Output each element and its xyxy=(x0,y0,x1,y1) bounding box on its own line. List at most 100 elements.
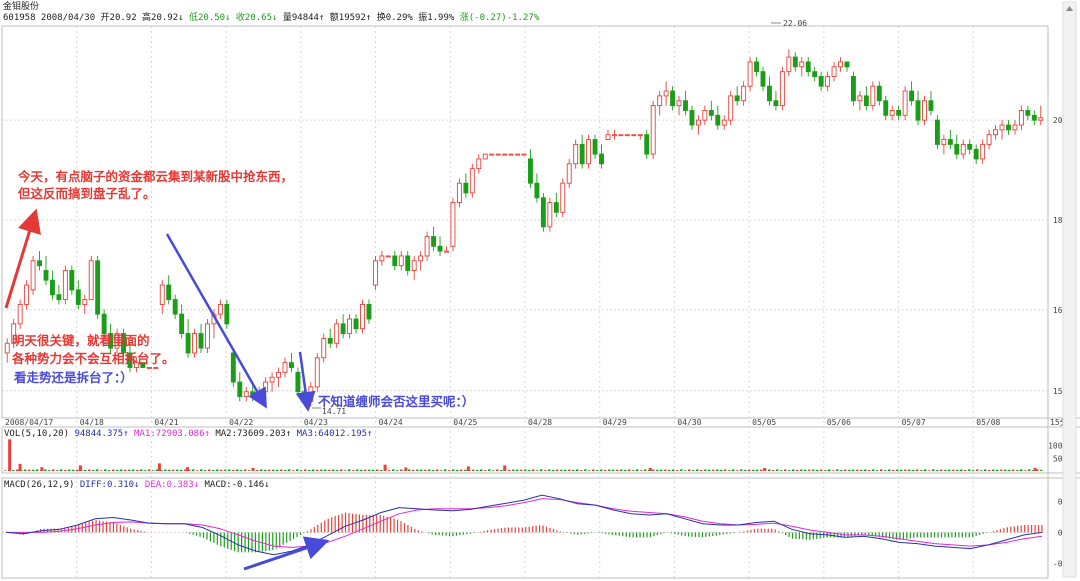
date-tick-label: 04/25 xyxy=(453,418,477,427)
volume-bar xyxy=(500,470,503,471)
volume-bar xyxy=(312,469,315,471)
volume-bar xyxy=(392,469,395,471)
volume-bar xyxy=(904,469,907,471)
volume-bar xyxy=(560,469,563,471)
volume-bar xyxy=(704,469,707,471)
volume-bar xyxy=(712,469,715,471)
volume-bar xyxy=(832,470,835,471)
candle-body xyxy=(392,255,398,267)
vertical-scrollbar[interactable] xyxy=(1062,1,1077,578)
candle xyxy=(792,52,798,72)
candle-body xyxy=(269,376,275,383)
candle xyxy=(896,105,902,121)
volume-bar xyxy=(932,469,935,471)
volume-bar xyxy=(936,470,939,471)
candle-body xyxy=(37,260,42,267)
volume-bar xyxy=(28,469,31,471)
candle xyxy=(825,71,831,92)
candle-body xyxy=(463,182,469,194)
candle-body xyxy=(566,163,572,184)
volume-bar xyxy=(928,470,931,471)
candle-body xyxy=(850,76,856,102)
volume-bar xyxy=(896,469,899,471)
volume-legend: VOL(5,10,20) 94844.375↑ MA1:72903.086↑ M… xyxy=(4,429,372,439)
candle-body xyxy=(618,134,624,137)
candle xyxy=(314,352,320,392)
candle xyxy=(812,66,818,82)
candle xyxy=(683,91,688,116)
candle-body xyxy=(340,323,346,335)
candle xyxy=(799,57,805,77)
volume-bar xyxy=(616,469,619,471)
volume-bar xyxy=(816,469,819,471)
candle-body xyxy=(870,85,876,107)
scroll-up-icon[interactable] xyxy=(1066,6,1073,11)
volume-bar xyxy=(696,469,699,471)
volume-bar xyxy=(772,470,775,471)
candle xyxy=(728,91,734,125)
candle xyxy=(915,91,921,125)
candle xyxy=(217,299,223,319)
date-tick-label: 04/29 xyxy=(603,418,627,427)
volume-bar xyxy=(96,469,99,471)
volume-bar xyxy=(804,469,807,471)
candle xyxy=(353,314,359,334)
volume-bar xyxy=(944,469,947,471)
candle xyxy=(644,129,650,159)
candle-body xyxy=(889,109,895,116)
volume-bar xyxy=(144,470,147,471)
candle-body xyxy=(973,148,979,160)
volume-bar xyxy=(432,470,435,471)
volume-bar xyxy=(180,469,183,471)
volume-bar xyxy=(600,469,603,471)
candle xyxy=(379,251,385,266)
volume-bar xyxy=(503,465,507,471)
candle xyxy=(502,153,508,156)
volume-bar xyxy=(356,469,359,471)
candle-body xyxy=(624,134,630,137)
volume-bar xyxy=(456,469,459,471)
candle xyxy=(269,372,275,392)
volume-bar xyxy=(186,467,189,471)
candle-body xyxy=(243,391,249,398)
volume-bar xyxy=(644,469,647,471)
volume-bar xyxy=(364,469,367,471)
volume-bar xyxy=(840,470,843,471)
volume-bar xyxy=(572,469,575,471)
candle xyxy=(605,129,611,140)
candle xyxy=(114,328,120,353)
candle xyxy=(754,57,759,77)
volume-bar xyxy=(716,469,719,471)
candle-body xyxy=(947,139,953,145)
volume-bar xyxy=(948,469,951,471)
candle-body xyxy=(773,100,779,107)
volume-bar xyxy=(776,469,779,471)
volume-bar xyxy=(64,469,67,471)
volume-bar xyxy=(876,470,879,471)
volume-legend-item-4: MA3:64012.195↑ xyxy=(291,429,372,439)
candle-body xyxy=(166,284,172,301)
candle xyxy=(450,197,456,252)
candle-body xyxy=(747,61,753,87)
candle xyxy=(62,265,68,305)
volume-bar xyxy=(708,469,711,471)
candle-body xyxy=(424,236,430,257)
candle-body xyxy=(818,76,824,87)
volume-bar xyxy=(420,469,423,471)
volume-bar xyxy=(380,469,383,471)
candle xyxy=(586,134,592,169)
volume-bar xyxy=(184,469,187,471)
volume-bar xyxy=(196,470,199,471)
candle xyxy=(1006,120,1011,135)
volume-bar xyxy=(328,469,331,471)
candle xyxy=(159,280,165,315)
candle xyxy=(689,105,695,130)
candle-body xyxy=(276,371,281,378)
candle xyxy=(411,255,417,281)
candle xyxy=(909,81,915,106)
volume-bar xyxy=(856,469,859,471)
candle-body xyxy=(146,367,152,369)
candle-body xyxy=(579,143,585,165)
candle xyxy=(624,134,630,137)
